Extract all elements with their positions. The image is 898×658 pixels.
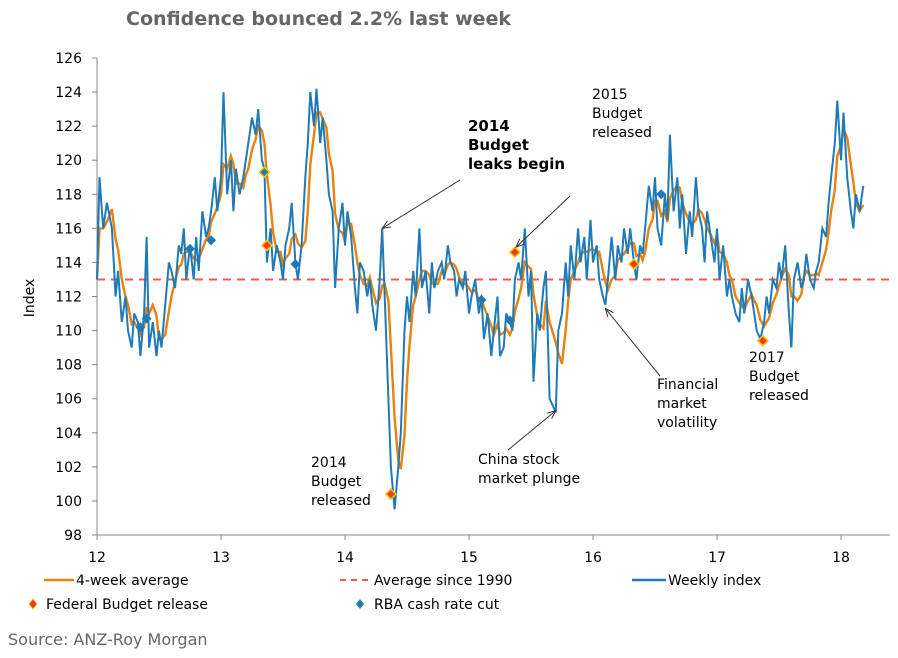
x-tick-label: 14 (336, 550, 354, 566)
annotation-fin-arrow (605, 308, 661, 377)
y-tick-label: 118 (55, 187, 82, 203)
annotation-fin-text: market (657, 396, 707, 412)
x-tick-label: 18 (832, 550, 850, 566)
y-tick-label: 122 (55, 119, 82, 135)
legend-swatch-rba (356, 599, 364, 609)
y-axis-label: Index (22, 279, 38, 318)
x-tick-label: 16 (584, 550, 602, 566)
rba-cut-marker (206, 235, 217, 246)
annotation-b2017-text: 2017 (749, 350, 785, 366)
annotation-b2017-text: released (749, 388, 809, 404)
budget-release-marker (508, 246, 521, 259)
y-tick-label: 100 (55, 494, 82, 510)
legend-weekly: Weekly index (668, 573, 761, 589)
annotation-b2015-arrowhead (515, 238, 525, 248)
x-tick-label: 15 (460, 550, 478, 566)
annotation-b2015-text: Budget (592, 106, 643, 122)
x-tick-label: 12 (88, 550, 106, 566)
budget-release-marker (756, 334, 769, 347)
annotation-b2014-text: released (311, 493, 371, 509)
y-tick-label: 110 (55, 324, 82, 340)
y-tick-label: 102 (55, 460, 82, 476)
annotation-b2014-text: 2014 (311, 455, 347, 471)
y-tick-label: 120 (55, 153, 82, 169)
annotation-b2015-arrow (515, 195, 571, 248)
rba-cut-marker (656, 189, 667, 200)
legend-budget: Federal Budget release (46, 597, 208, 613)
annotation-china-arrow (507, 410, 557, 451)
annotation-china-text: market plunge (478, 471, 580, 487)
annotation-b2017-text: Budget (749, 369, 800, 385)
legend-avg1990: Average since 1990 (374, 573, 512, 589)
y-tick-label: 114 (55, 255, 82, 271)
annotation-b2015-text: 2015 (592, 87, 628, 103)
budget-release-marker (384, 488, 397, 501)
annotation-fin-arrowhead (604, 307, 614, 318)
y-tick-label: 98 (64, 528, 82, 544)
annotation-fin-text: Financial (657, 377, 718, 393)
annotation-b2014-text: Budget (311, 474, 362, 490)
annotation-fin-text: volatility (657, 415, 717, 431)
y-tick-label: 126 (55, 51, 82, 67)
annotation-leaks-arrowhead (381, 220, 392, 230)
y-tick-label: 116 (55, 221, 82, 237)
rba-cut-marker (185, 243, 195, 254)
budget-release-marker (260, 239, 273, 252)
legend-swatch-budget (28, 598, 38, 610)
budget-release-marker (627, 258, 640, 271)
source-note: Source: ANZ-Roy Morgan (8, 630, 208, 649)
rba-cut-marker (290, 259, 301, 270)
legend-rba: RBA cash rate cut (374, 597, 500, 613)
annotation-leaks-text: leaks begin (468, 155, 565, 173)
legend: 4-week average Average since 1990 Weekly… (28, 573, 761, 613)
annotation-china-text: China stock (478, 452, 560, 468)
annotation-leaks-arrow (381, 179, 461, 229)
x-tick-label: 13 (212, 550, 230, 566)
y-tick-label: 124 (55, 85, 82, 101)
y-tick-label: 104 (55, 426, 82, 442)
annotation-leaks-text: Budget (468, 136, 529, 154)
annotation-china-arrowhead (547, 409, 557, 419)
rba-cut-marker (504, 315, 515, 326)
rba-cut-marker (258, 166, 271, 179)
annotation-leaks-text: 2014 (468, 117, 510, 135)
weekly-index-line (96, 88, 865, 510)
chart-title: Confidence bounced 2.2% last week (126, 8, 511, 30)
rba-cut-marker (135, 322, 146, 333)
y-tick-label: 106 (55, 392, 82, 408)
rba-cut-marker (476, 294, 487, 305)
annotation-b2015-text: released (592, 125, 652, 141)
y-tick-label: 108 (55, 358, 82, 374)
legend-avg4: 4-week average (76, 573, 189, 589)
rba-cut-marker (141, 313, 152, 324)
y-tick-label: 112 (55, 290, 82, 306)
x-tick-label: 17 (708, 550, 726, 566)
